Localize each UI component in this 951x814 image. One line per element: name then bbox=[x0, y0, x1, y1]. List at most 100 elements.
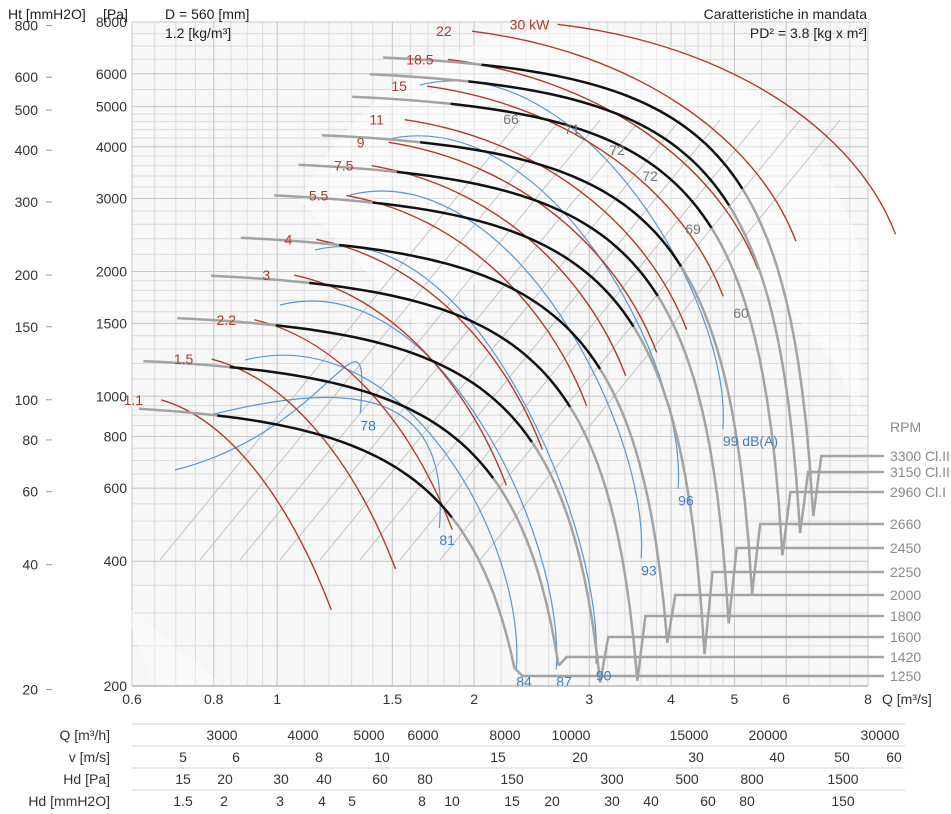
pa-tick-label: 6000 bbox=[96, 66, 127, 82]
inertia-label: PD² = 3.8 [kg x m²] bbox=[750, 25, 867, 41]
efficiency-label: 72 bbox=[642, 168, 658, 184]
x-tick-label: 4 bbox=[667, 691, 675, 707]
mm-tick-label: 400 bbox=[15, 142, 39, 158]
rpm-curve-2660 bbox=[420, 141, 683, 268]
power-label: 11 bbox=[369, 112, 384, 128]
secondary-axis-label: Hd [Pa] bbox=[63, 771, 110, 787]
efficiency-ray bbox=[479, 119, 841, 561]
noise-label: 81 bbox=[439, 532, 455, 548]
mm-tick-label: 150 bbox=[15, 319, 39, 335]
secondary-tick-label: 2 bbox=[220, 793, 228, 809]
rpm-curve-3150-left bbox=[369, 73, 469, 83]
efficiency-label: 60 bbox=[733, 305, 749, 321]
rpm-title: RPM bbox=[890, 419, 921, 435]
rpm-curve-2450-right bbox=[656, 295, 730, 624]
mm-tick-label: 300 bbox=[15, 194, 39, 210]
efficiency-label: 71 bbox=[564, 121, 580, 137]
secondary-tick-label: 6000 bbox=[407, 727, 438, 743]
secondary-tick-label: 800 bbox=[740, 771, 764, 787]
secondary-tick-label: 5000 bbox=[353, 727, 384, 743]
rpm-leader-3150 bbox=[798, 470, 884, 534]
x-tick-label: 0.6 bbox=[122, 691, 142, 707]
pa-unit-label: [Pa] bbox=[103, 6, 128, 22]
secondary-tick-label: 10 bbox=[374, 749, 390, 765]
power-curve bbox=[346, 194, 588, 406]
efficiency-ray bbox=[279, 119, 641, 561]
curve-labels: 1250 1420 1600 1800 2000 2250 2450 2660 2960 Cl.… bbox=[124, 16, 951, 689]
power-label: 15 bbox=[391, 78, 407, 94]
power-label: 2.2 bbox=[217, 312, 237, 328]
power-curve bbox=[161, 399, 332, 611]
secondary-tick-label: 1.5 bbox=[173, 793, 193, 809]
x-tick-label: 5 bbox=[731, 691, 739, 707]
pa-tick-label: 1000 bbox=[96, 388, 127, 404]
rpm-curve-1420-right bbox=[492, 477, 560, 666]
density-label: 1.2 [kg/m³] bbox=[165, 25, 231, 41]
rpm-curve-1250 bbox=[217, 414, 453, 519]
secondary-tick-label: 150 bbox=[500, 771, 524, 787]
secondary-tick-label: 30 bbox=[688, 749, 704, 765]
noise-curve bbox=[349, 190, 643, 559]
efficiency-ray bbox=[319, 119, 681, 561]
secondary-tick-label: 60 bbox=[372, 771, 388, 787]
x-tick-label: 1 bbox=[273, 691, 281, 707]
x-tick-label: 0.8 bbox=[204, 691, 224, 707]
secondary-tick-label: 3000 bbox=[206, 727, 237, 743]
efficiency-ray bbox=[359, 119, 721, 561]
power-curve bbox=[404, 118, 688, 330]
secondary-tick-label: 30000 bbox=[861, 727, 900, 743]
secondary-tick-label: 40 bbox=[643, 793, 659, 809]
pa-tick-label: 8000 bbox=[96, 14, 127, 30]
axes: 0.6 0.8 1 1.5 2 3 4 5 6 8 Q [m³/s] 200 400 600 800 1000… bbox=[15, 14, 932, 707]
rpm-curve-3300-left bbox=[383, 56, 482, 66]
rpm-leader-1420 bbox=[557, 655, 884, 667]
secondary-tick-label: 20 bbox=[544, 793, 560, 809]
rpm-label-1800: 1800 bbox=[890, 608, 921, 624]
mm-tick-label: 80 bbox=[22, 432, 38, 448]
noise-curve bbox=[279, 300, 558, 670]
rpm-leader-2450 bbox=[727, 546, 884, 624]
secondary-tick-label: 30 bbox=[273, 771, 289, 787]
noise-label: 99 dB(A) bbox=[723, 433, 778, 449]
rpm-curve-3300 bbox=[481, 63, 744, 190]
rpm-label-1250: 1250 bbox=[890, 668, 921, 684]
secondary-tick-label: 4 bbox=[318, 793, 326, 809]
rpm-leader-1250 bbox=[513, 667, 884, 678]
secondary-tick-label: 60 bbox=[700, 793, 716, 809]
rpm-leader-1600 bbox=[598, 635, 884, 683]
rpm-curve-2000-right bbox=[599, 368, 669, 644]
rpm-curve-1800 bbox=[309, 281, 572, 408]
diameter-label: D = 560 [mm] bbox=[165, 6, 249, 22]
power-label: 7.5 bbox=[334, 158, 354, 174]
noise-curve bbox=[244, 354, 518, 670]
x-tick-label: 1.5 bbox=[383, 691, 403, 707]
rpm-curve-1600-left bbox=[177, 316, 276, 327]
secondary-tick-label: 10000 bbox=[552, 727, 591, 743]
rpm-curve-1800-left bbox=[210, 274, 310, 285]
power-label: 22 bbox=[436, 23, 452, 39]
secondary-tick-label: 40 bbox=[769, 749, 785, 765]
watermark-shape bbox=[120, 600, 240, 700]
x-tick-label: 8 bbox=[864, 691, 872, 707]
rpm-curve-1420-left bbox=[143, 359, 230, 369]
power-curve bbox=[427, 85, 724, 297]
noise-label: 78 bbox=[360, 418, 376, 434]
pa-tick-label: 800 bbox=[104, 428, 128, 444]
rpm-curve-1800-right bbox=[569, 406, 639, 681]
rpm-label-2660: 2660 bbox=[890, 516, 921, 532]
secondary-tick-label: 5 bbox=[179, 749, 187, 765]
secondary-tick-label: 50 bbox=[834, 749, 850, 765]
pa-tick-label: 600 bbox=[104, 480, 128, 496]
rpm-label-2960: 2960 Cl.I bbox=[890, 484, 946, 500]
rpm-leader-2960 bbox=[781, 490, 884, 556]
rpm-curve-2250 bbox=[372, 201, 635, 328]
secondary-tick-label: 1500 bbox=[827, 771, 858, 787]
rpm-curve-2960-left bbox=[352, 95, 451, 106]
rpm-label-3300: 3300 Cl.III bbox=[890, 448, 951, 464]
rpm-curves bbox=[138, 56, 884, 683]
power-label: 1.1 bbox=[124, 392, 144, 408]
power-curve bbox=[388, 141, 658, 353]
rpm-label-3150: 3150 Cl.II bbox=[890, 464, 950, 480]
rpm-curve-2250-left bbox=[274, 194, 373, 204]
